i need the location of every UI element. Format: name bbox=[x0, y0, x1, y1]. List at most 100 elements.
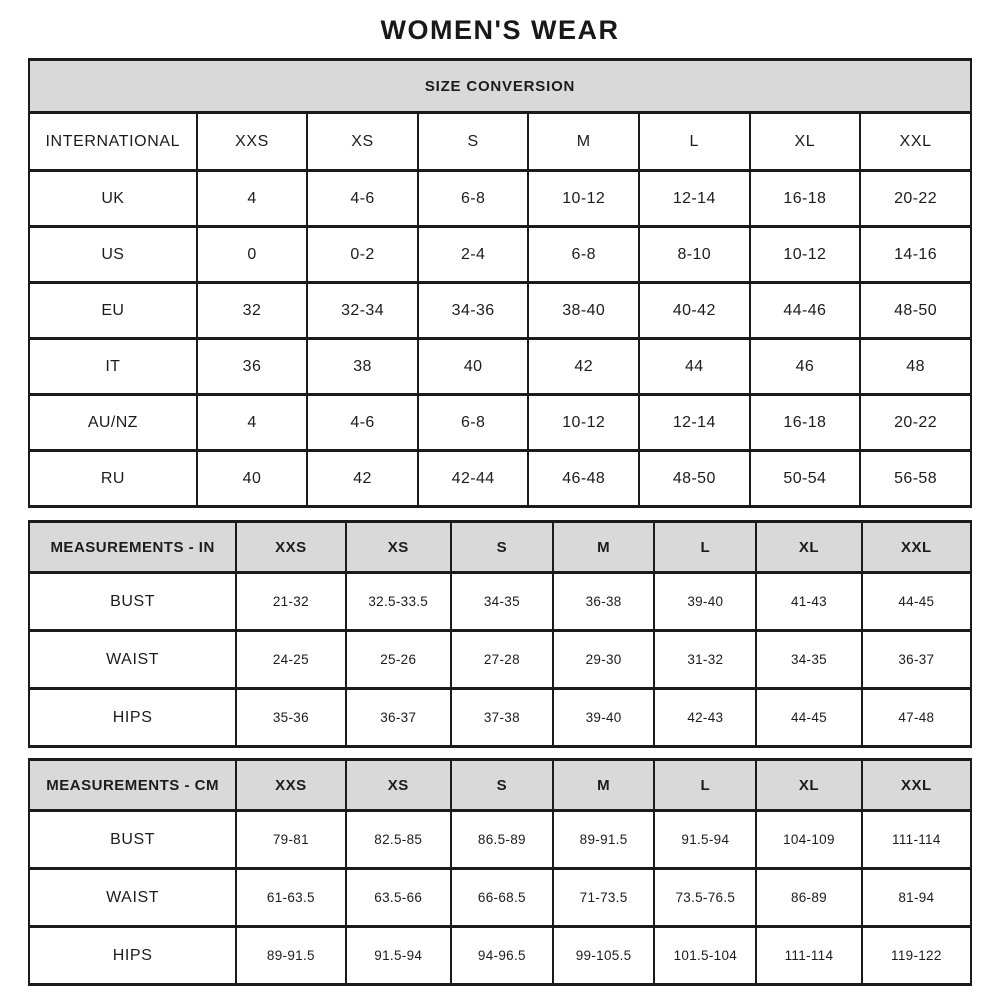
column-header-l: L bbox=[638, 111, 751, 172]
size-value-cell: 20-22 bbox=[859, 169, 972, 228]
measurement-value-cell: 111-114 bbox=[755, 925, 863, 986]
measurement-value-cell: 44-45 bbox=[755, 687, 863, 748]
column-header-xxs: XXS bbox=[195, 111, 309, 172]
column-header-l: L bbox=[653, 520, 758, 574]
table-row-eu: EU 32 32-34 34-36 38-40 40-42 44-46 48-5… bbox=[28, 281, 972, 340]
size-value-cell: 6-8 bbox=[527, 225, 640, 284]
measurement-value-cell: 73.5-76.5 bbox=[653, 867, 758, 928]
column-header-xxl: XXL bbox=[860, 758, 973, 812]
size-value-cell: 16-18 bbox=[748, 393, 862, 452]
size-value-cell: 6-8 bbox=[416, 393, 530, 452]
table-row-aunz: AU/NZ 4 4-6 6-8 10-12 12-14 16-18 20-22 bbox=[28, 393, 972, 452]
measurement-value-cell: 86-89 bbox=[755, 867, 863, 928]
table-title-measurements-in: MEASUREMENTS - IN bbox=[27, 520, 238, 574]
size-value-cell: 42-44 bbox=[416, 449, 530, 508]
measurement-value-cell: 35-36 bbox=[235, 687, 347, 748]
size-value-cell: 14-16 bbox=[859, 225, 972, 284]
column-header-s: S bbox=[450, 758, 554, 812]
row-label: EU bbox=[28, 281, 198, 340]
column-header-s: S bbox=[416, 111, 530, 172]
table-row-waist: WAIST 24-25 25-26 27-28 29-30 31-32 34-3… bbox=[27, 629, 973, 690]
table-row-hips: HIPS 35-36 36-37 37-38 39-40 42-43 44-45… bbox=[27, 687, 973, 748]
size-value-cell: 4-6 bbox=[306, 393, 419, 452]
measurement-value-cell: 39-40 bbox=[653, 571, 758, 632]
measurement-value-cell: 79-81 bbox=[235, 809, 347, 870]
measurement-value-cell: 42-43 bbox=[653, 687, 758, 748]
measurement-value-cell: 89-91.5 bbox=[235, 925, 347, 986]
size-value-cell: 4-6 bbox=[306, 169, 419, 228]
measurement-value-cell: 63.5-66 bbox=[344, 867, 452, 928]
size-value-cell: 4 bbox=[195, 169, 309, 228]
measurement-value-cell: 34-35 bbox=[755, 629, 863, 690]
column-header-s: S bbox=[450, 520, 554, 574]
size-value-cell: 16-18 bbox=[748, 169, 862, 228]
row-label: IT bbox=[28, 337, 198, 396]
column-header-xxl: XXL bbox=[860, 520, 973, 574]
column-header-xl: XL bbox=[748, 111, 862, 172]
size-value-cell: 6-8 bbox=[416, 169, 530, 228]
measurement-value-cell: 66-68.5 bbox=[450, 867, 554, 928]
measurement-value-cell: 47-48 bbox=[860, 687, 973, 748]
size-value-cell: 40 bbox=[195, 449, 309, 508]
row-label: BUST bbox=[27, 571, 238, 632]
size-value-cell: 42 bbox=[306, 449, 419, 508]
row-label: WAIST bbox=[27, 867, 238, 928]
measurement-value-cell: 27-28 bbox=[450, 629, 554, 690]
size-value-cell: 40-42 bbox=[638, 281, 751, 340]
size-value-cell: 42 bbox=[527, 337, 640, 396]
page-title: WOMEN'S WEAR bbox=[380, 15, 620, 45]
measurements-in-table: MEASUREMENTS - IN XXS XS S M L XL XXL BU… bbox=[27, 520, 973, 748]
measurement-value-cell: 36-38 bbox=[551, 571, 656, 632]
measurement-value-cell: 41-43 bbox=[755, 571, 863, 632]
table-gap bbox=[28, 748, 972, 758]
measurement-value-cell: 25-26 bbox=[344, 629, 452, 690]
size-value-cell: 8-10 bbox=[638, 225, 751, 284]
column-header-row: MEASUREMENTS - CM XXS XS S M L XL XXL bbox=[27, 758, 973, 812]
measurement-value-cell: 24-25 bbox=[235, 629, 347, 690]
measurement-value-cell: 32.5-33.5 bbox=[344, 571, 452, 632]
size-value-cell: 20-22 bbox=[859, 393, 972, 452]
size-value-cell: 40 bbox=[416, 337, 530, 396]
column-header-row: INTERNATIONAL XXS XS S M L XL XXL bbox=[28, 111, 972, 172]
column-header-xs: XS bbox=[344, 520, 452, 574]
row-label: RU bbox=[28, 449, 198, 508]
size-value-cell: 34-36 bbox=[416, 281, 530, 340]
table-row-waist: WAIST 61-63.5 63.5-66 66-68.5 71-73.5 73… bbox=[27, 867, 973, 928]
size-value-cell: 56-58 bbox=[859, 449, 972, 508]
table-gap bbox=[28, 508, 972, 520]
measurement-value-cell: 39-40 bbox=[551, 687, 656, 748]
size-value-cell: 46-48 bbox=[527, 449, 640, 508]
size-value-cell: 32 bbox=[195, 281, 309, 340]
table-row-uk: UK 4 4-6 6-8 10-12 12-14 16-18 20-22 bbox=[28, 169, 972, 228]
size-value-cell: 0 bbox=[195, 225, 309, 284]
measurement-value-cell: 61-63.5 bbox=[235, 867, 347, 928]
column-header-xxl: XXL bbox=[859, 111, 972, 172]
size-value-cell: 38-40 bbox=[527, 281, 640, 340]
size-value-cell: 10-12 bbox=[527, 169, 640, 228]
size-value-cell: 4 bbox=[195, 393, 309, 452]
size-value-cell: 12-14 bbox=[638, 393, 751, 452]
row-label: WAIST bbox=[27, 629, 238, 690]
column-header-row: MEASUREMENTS - IN XXS XS S M L XL XXL bbox=[27, 520, 973, 574]
measurement-value-cell: 94-96.5 bbox=[450, 925, 554, 986]
size-value-cell: 32-34 bbox=[306, 281, 419, 340]
size-value-cell: 50-54 bbox=[748, 449, 862, 508]
size-value-cell: 48-50 bbox=[638, 449, 751, 508]
row-label: UK bbox=[28, 169, 198, 228]
table-row-hips: HIPS 89-91.5 91.5-94 94-96.5 99-105.5 10… bbox=[27, 925, 973, 986]
table-row-us: US 0 0-2 2-4 6-8 8-10 10-12 14-16 bbox=[28, 225, 972, 284]
size-value-cell: 12-14 bbox=[638, 169, 751, 228]
measurement-value-cell: 91.5-94 bbox=[344, 925, 452, 986]
column-header-xl: XL bbox=[755, 758, 863, 812]
row-label: BUST bbox=[27, 809, 238, 870]
measurement-value-cell: 21-32 bbox=[235, 571, 347, 632]
measurement-value-cell: 104-109 bbox=[755, 809, 863, 870]
table-row-bust: BUST 21-32 32.5-33.5 34-35 36-38 39-40 4… bbox=[27, 571, 973, 632]
column-header-m: M bbox=[551, 520, 656, 574]
size-value-cell: 10-12 bbox=[748, 225, 862, 284]
column-header-m: M bbox=[527, 111, 640, 172]
column-header-xs: XS bbox=[344, 758, 452, 812]
table-title-measurements-cm: MEASUREMENTS - CM bbox=[27, 758, 238, 812]
size-value-cell: 46 bbox=[748, 337, 862, 396]
